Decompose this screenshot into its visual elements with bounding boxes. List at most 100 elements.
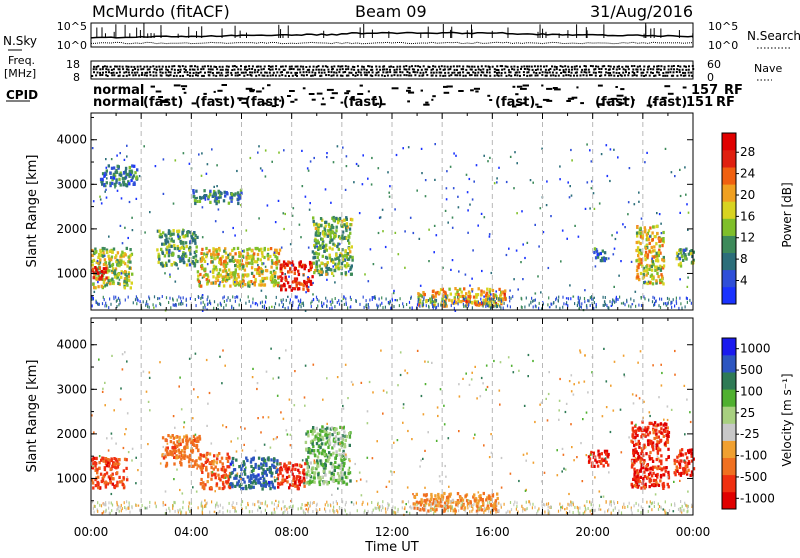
echo-pixel (180, 451, 182, 454)
echo-pixel (183, 152, 185, 154)
freq-mark (432, 68, 434, 70)
echo-pixel (169, 450, 171, 453)
echo-pixel (638, 304, 639, 307)
freq-mark (574, 68, 576, 70)
echo-pixel (148, 296, 149, 299)
echo-pixel (234, 485, 236, 488)
echo-pixel (649, 431, 651, 434)
freq-mark (258, 69, 260, 71)
echo-pixel (285, 262, 287, 265)
echo-pixel (498, 297, 499, 300)
echo-pixel (221, 255, 223, 258)
echo-pixel (184, 446, 186, 449)
echo-pixel (662, 282, 664, 285)
echo-pixel (124, 270, 126, 273)
echo-pixel (594, 459, 596, 462)
echo-pixel (124, 159, 126, 161)
freq-mark (273, 72, 275, 74)
echo-pixel (630, 298, 631, 301)
freq-mark (573, 75, 575, 77)
freq-mark (429, 66, 431, 68)
echo-pixel (135, 177, 137, 180)
echo-pixel (328, 223, 330, 226)
echo-pixel (297, 270, 299, 273)
echo-pixel (680, 262, 682, 265)
freq-mark (494, 68, 496, 70)
cpid-stroke (535, 104, 538, 106)
echo-pixel (286, 299, 287, 302)
echo-pixel (310, 283, 312, 286)
echo-pixel (98, 253, 100, 256)
echo-pixel (308, 247, 310, 249)
echo-pixel (192, 443, 194, 446)
cpid-stroke (619, 102, 625, 104)
echo-pixel (178, 449, 180, 452)
freq-mark (447, 66, 449, 68)
echo-pixel (186, 298, 187, 301)
echo-pixel (465, 274, 467, 276)
echo-pixel (389, 185, 391, 187)
echo-pixel (149, 306, 150, 309)
echo-pixel (457, 492, 459, 495)
echo-pixel (218, 208, 220, 210)
echo-pixel (652, 238, 654, 241)
echo-pixel (649, 485, 651, 488)
freq-mark (290, 72, 292, 74)
echo-pixel (265, 470, 267, 473)
echo-pixel (329, 241, 331, 244)
echo-pixel (382, 230, 384, 232)
echo-pixel (110, 176, 112, 179)
freq-mark (608, 74, 610, 76)
echo-pixel (230, 299, 231, 302)
freq-mark (353, 69, 355, 71)
freq-mark (576, 65, 578, 67)
cpid-stroke (475, 91, 478, 93)
echo-pixel (283, 298, 284, 301)
cpid-row: CPID normal normal (fast) (fast) (fast) … (6, 83, 743, 110)
echo-pixel (524, 306, 525, 309)
freq-mark (583, 74, 585, 76)
echo-pixel (320, 217, 322, 220)
echo-pixel (339, 243, 341, 245)
echo-pixel (402, 302, 403, 305)
echo-pixel (94, 251, 96, 254)
echo-pixel (177, 255, 179, 258)
echo-pixel (139, 175, 141, 177)
echo-pixel (117, 299, 118, 302)
echo-pixel (181, 246, 183, 249)
echo-pixel (302, 288, 304, 291)
echo-pixel (231, 460, 233, 463)
freq-mark (303, 75, 305, 77)
echo-pixel (111, 158, 113, 160)
freq-mark (189, 72, 191, 74)
echo-pixel (120, 263, 122, 266)
noise-tick-right-bottom: 10^0 (708, 39, 738, 52)
freq-mark (498, 72, 500, 74)
echo-pixel (95, 462, 97, 465)
echo-pixel (345, 229, 347, 232)
freq-mark (342, 68, 344, 70)
echo-pixel (186, 436, 188, 439)
echo-pixel (329, 268, 331, 271)
echo-pixel (248, 295, 249, 298)
echo-pixel (537, 275, 539, 277)
echo-pixel (337, 481, 339, 484)
echo-pixel (206, 453, 208, 456)
echo-pixel (269, 255, 271, 258)
freq-mark (339, 69, 341, 71)
echo-pixel (258, 248, 260, 251)
echo-pixel (348, 469, 350, 472)
freq-mark (281, 71, 283, 73)
echo-pixel (500, 306, 501, 309)
freq-mark (155, 72, 157, 74)
freq-mark (465, 75, 467, 77)
freq-mark (128, 69, 130, 71)
freq-mark (363, 66, 365, 68)
echo-pixel (608, 257, 610, 259)
freq-mark (440, 72, 442, 74)
echo-pixel (199, 457, 201, 460)
echo-pixel (200, 302, 201, 305)
freq-mark (450, 66, 452, 68)
freq-mark (551, 65, 553, 67)
